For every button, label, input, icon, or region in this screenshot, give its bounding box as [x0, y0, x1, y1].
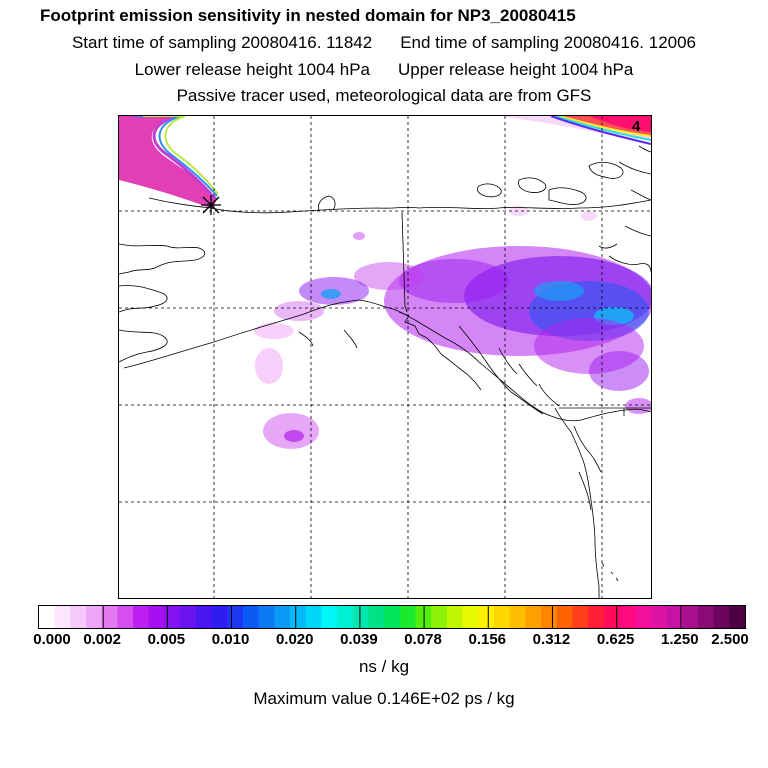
- start-time-label: Start time of sampling 20080416. 11842: [71, 33, 373, 52]
- colorbar-swatch: [274, 606, 291, 628]
- colorbar-swatch: [352, 606, 369, 628]
- colorbar-swatch: [666, 606, 683, 628]
- colorbar-swatch: [478, 606, 495, 628]
- colorbar-swatch: [697, 606, 715, 628]
- colorbar-swatch: [493, 606, 511, 628]
- colorbar-tick-label: 0.005: [147, 631, 186, 648]
- colorbar-swatch: [635, 606, 652, 628]
- colorbar-tick-label: 0.625: [596, 631, 635, 648]
- colorbar-tick-label: 0.039: [340, 631, 378, 648]
- colorbar-tick-label: 0.020: [275, 631, 314, 648]
- colorbar-swatch: [117, 606, 134, 628]
- colorbar-swatch: [541, 606, 558, 628]
- colorbar-swatch: [321, 606, 338, 628]
- colorbar-swatch: [180, 606, 197, 628]
- plot-title: Footprint emission sensitivity in nested…: [40, 6, 576, 25]
- colorbar-swatch: [258, 606, 275, 628]
- colorbar-swatch: [54, 606, 71, 628]
- map-canvas: [119, 116, 651, 598]
- colorbar-tick-label: 0.010: [211, 631, 250, 648]
- colorbar-swatches: [39, 606, 745, 628]
- map-panel: [118, 115, 652, 599]
- colorbar-swatch: [713, 606, 730, 628]
- colorbar-swatch: [70, 606, 87, 628]
- arctic-plume-east: [499, 116, 651, 145]
- colorbar-swatch: [399, 606, 417, 628]
- lat-lon-grid: [119, 116, 651, 598]
- colorbar-swatch: [588, 606, 605, 628]
- coastlines: [119, 145, 651, 598]
- colorbar-swatch: [337, 606, 354, 628]
- end-time-label: End time of sampling 20080416. 12006: [400, 33, 697, 52]
- sampling-times: Start time of sampling 20080416. 11842 En…: [0, 33, 768, 53]
- colorbar-tick-label: 0.156: [468, 631, 507, 648]
- lower-release-label: Lower release height 1004 hPa: [134, 60, 370, 79]
- colorbar-swatch: [39, 606, 56, 628]
- release-heights: Lower release height 1004 hPa Upper relea…: [0, 60, 768, 80]
- colorbar-swatch: [195, 606, 213, 628]
- colorbar-swatch: [572, 606, 589, 628]
- arctic-plume: [119, 116, 219, 209]
- colorbar-swatch: [431, 606, 448, 628]
- colorbar-swatch: [650, 606, 668, 628]
- colorbar-swatch: [164, 606, 181, 628]
- colorbar-swatch: [86, 606, 103, 628]
- colorbar-swatch: [384, 606, 401, 628]
- colorbar-swatch: [242, 606, 260, 628]
- colorbar-swatch: [729, 606, 745, 628]
- release-point-marker: [201, 195, 221, 215]
- colorbar-swatch: [148, 606, 166, 628]
- colorbar-tick-label: 2.500: [711, 631, 749, 648]
- colorbar-swatch: [368, 606, 385, 628]
- colorbar-swatch: [305, 606, 322, 628]
- maximum-value: Maximum value 0.146E+02 ps / kg: [253, 689, 515, 708]
- colorbar-swatch: [446, 606, 464, 628]
- tracer-note: Passive tracer used, meteorological data…: [176, 86, 592, 105]
- borders: [401, 211, 651, 416]
- colorbar-swatch: [619, 606, 636, 628]
- colorbar-tick-label: 0.000: [33, 631, 71, 648]
- colorbar-swatch: [462, 606, 479, 628]
- colorbar-swatch: [133, 606, 150, 628]
- panel-number: 4: [632, 118, 641, 135]
- colorbar-swatch: [509, 606, 526, 628]
- colorbar-swatch: [227, 606, 244, 628]
- colorbar-tick-label: 0.002: [83, 631, 121, 648]
- colorbar-swatch: [525, 606, 542, 628]
- colorbar-tick-label: 0.312: [532, 631, 571, 648]
- colorbar-unit: ns / kg: [358, 657, 410, 676]
- colorbar-swatch: [211, 606, 228, 628]
- colorbar-swatch: [603, 606, 620, 628]
- upper-release-label: Upper release height 1004 hPa: [398, 60, 634, 79]
- colorbar-swatch: [682, 606, 699, 628]
- colorbar: [38, 605, 746, 629]
- colorbar-tick-label: 0.078: [404, 631, 442, 648]
- colorbar-tick-label: 1.250: [661, 631, 699, 648]
- colorbar-swatch: [290, 606, 307, 628]
- sensitivity-field: [254, 206, 651, 449]
- colorbar-swatch: [101, 606, 118, 628]
- colorbar-swatch: [556, 606, 573, 628]
